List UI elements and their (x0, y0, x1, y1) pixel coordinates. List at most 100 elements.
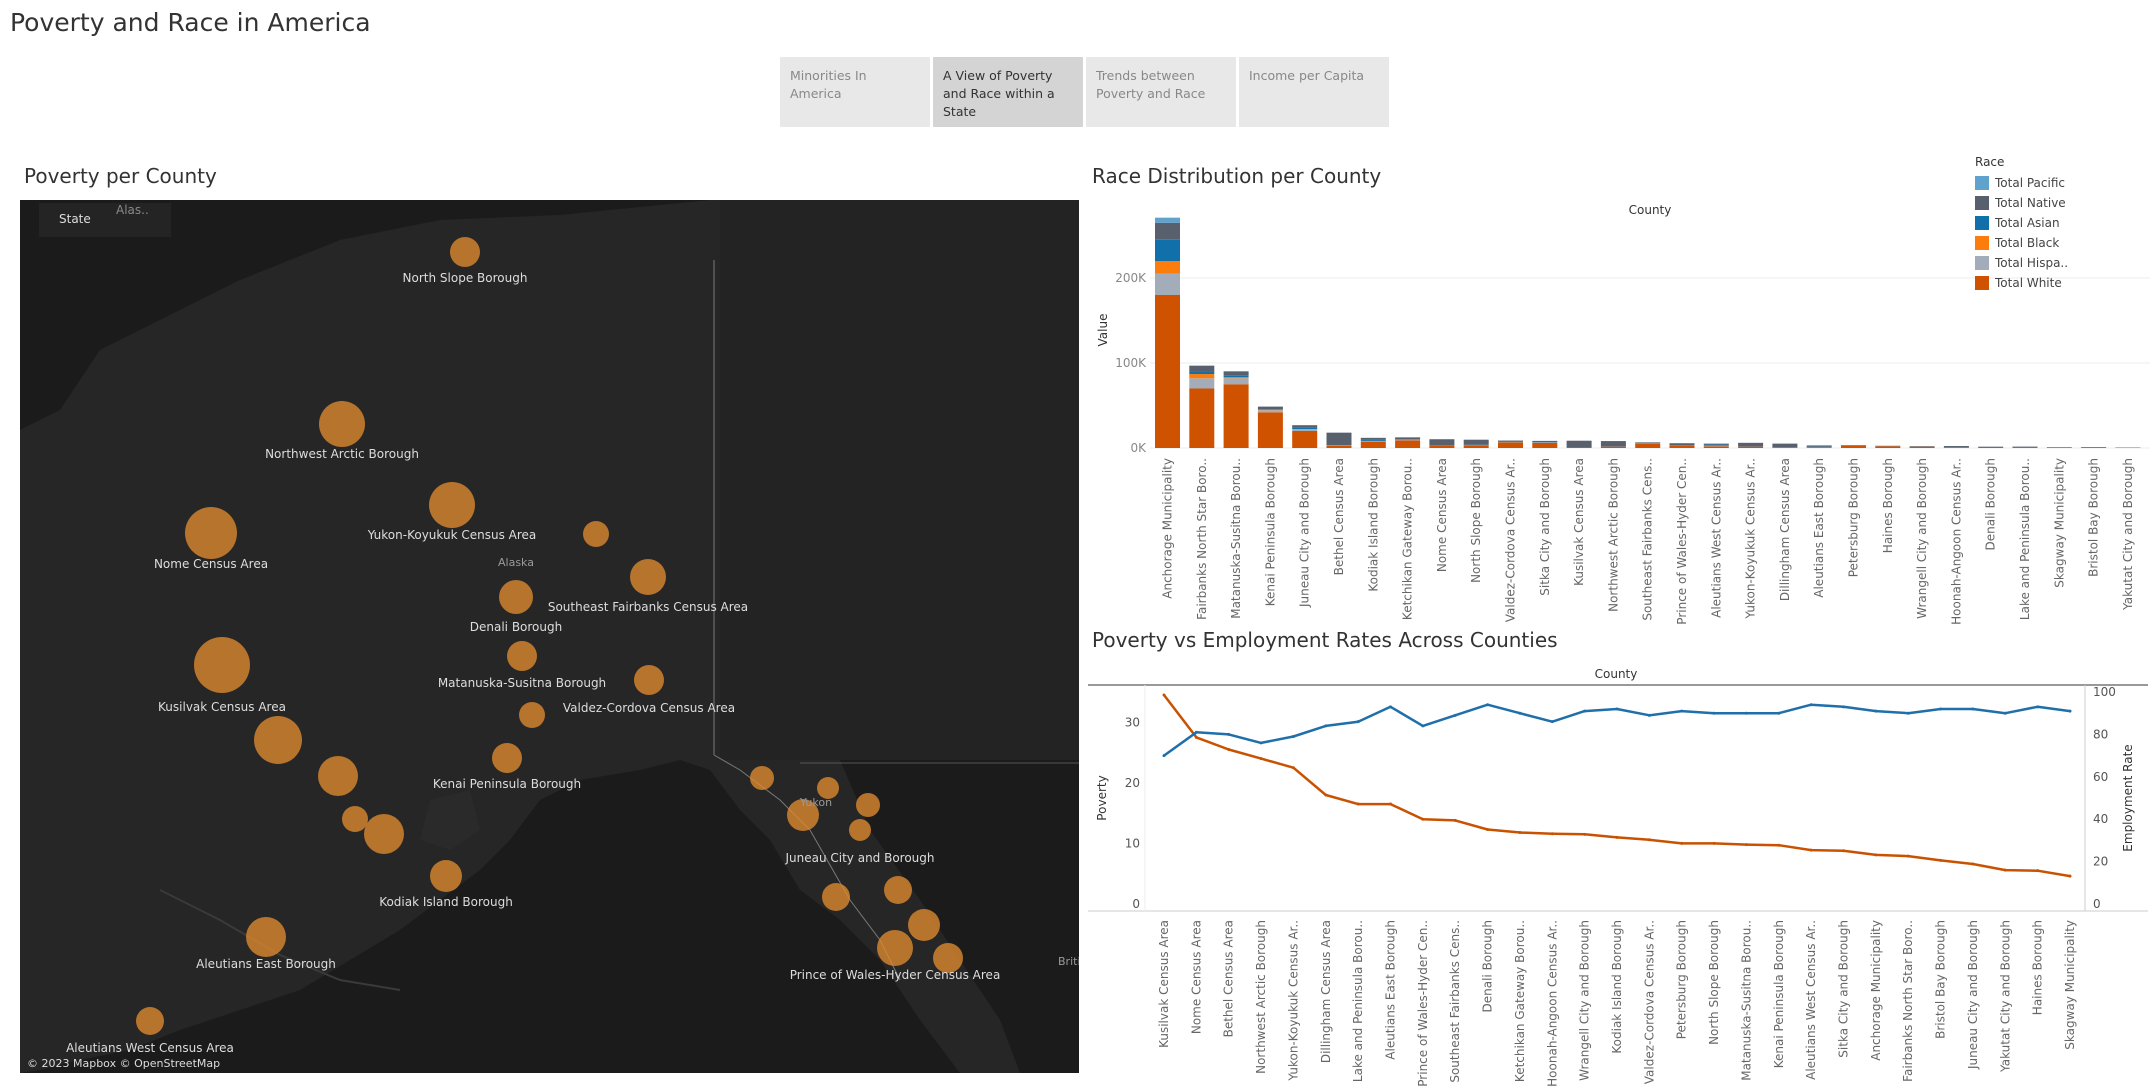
map-canvas[interactable]: North Slope Borough Northwest Arctic Boro… (20, 200, 1079, 1073)
y-right-tick-label: 20 (2093, 855, 2108, 869)
x-tick-label: Bethel Census Area (1222, 920, 1236, 1037)
x-tick-label: Valdez-Cordova Census Ar.. (1642, 920, 1656, 1084)
state-filter-legend[interactable]: State Alas.. (39, 203, 171, 237)
bar-segment (1326, 432, 1352, 446)
x-tick-label: Bristol Bay Borough (1934, 920, 1948, 1039)
county-bubble-extra-6[interactable] (750, 766, 774, 790)
x-tick-label: Petersburg Borough (1847, 458, 1861, 577)
poverty-map[interactable]: North Slope Borough Northwest Arctic Boro… (20, 200, 1079, 1073)
x-tick-label: Ketchikan Gateway Borou.. (1401, 458, 1415, 620)
county-bubble-extra-4[interactable] (364, 814, 404, 854)
county-bubble[interactable] (634, 665, 664, 695)
series-point (1291, 766, 1295, 770)
x-tick-label: Haines Borough (2031, 920, 2045, 1015)
bar-segment (1806, 445, 1832, 447)
county-bubble[interactable] (630, 559, 666, 595)
county-bubble[interactable] (492, 743, 522, 773)
legend-item[interactable]: Total Asian (1975, 213, 2068, 233)
series-point (1712, 841, 1716, 845)
x-tick-label: Sitka City and Borough (1538, 458, 1552, 596)
bar-segment (1943, 446, 1969, 448)
x-tick-label: Kenai Peninsula Borough (1263, 458, 1277, 606)
county-bubble[interactable] (429, 482, 475, 528)
county-bubble[interactable] (194, 637, 250, 693)
bar-segment (1600, 441, 1626, 447)
region-labels: Alaska Yukon British Columb.. (498, 556, 1079, 968)
county-bubble-extra-7[interactable] (817, 777, 839, 799)
county-bubble-extra-3[interactable] (342, 806, 368, 832)
legend-item[interactable]: Total Black (1975, 233, 2068, 253)
race-legend-title: Race (1975, 155, 2005, 169)
bar-segment (1943, 447, 1969, 448)
series-point (1971, 707, 1975, 711)
series-point (1194, 735, 1198, 739)
bar-segment (2046, 447, 2072, 448)
county-bubble[interactable] (507, 641, 537, 671)
county-label: Aleutians East Borough (196, 957, 336, 971)
bar-segment (1189, 388, 1215, 448)
county-bubble[interactable] (499, 580, 533, 614)
series-point (1842, 849, 1845, 853)
tab-poverty-race-state[interactable]: A View of Poverty and Race within a Stat… (933, 57, 1083, 127)
y-right-tick-label: 0 (2093, 897, 2101, 911)
county-bubble-extra-0[interactable] (583, 521, 609, 547)
county-bubble[interactable] (450, 237, 480, 267)
bar-segment (1635, 443, 1661, 448)
county-bubble[interactable] (246, 917, 286, 957)
bar-segment (1257, 410, 1283, 413)
county-bubble-extra-2[interactable] (318, 756, 358, 796)
legend-item[interactable]: Total White (1975, 273, 2068, 293)
county-bubble[interactable] (136, 1007, 164, 1035)
series-point (1939, 707, 1943, 711)
y-left-tick-label: 0 (1132, 897, 1140, 911)
county-bubble[interactable] (430, 860, 462, 892)
series-point (1809, 703, 1813, 707)
series-point (1389, 705, 1392, 709)
county-bubble-extra-11[interactable] (908, 909, 940, 941)
x-tick-label: Northwest Arctic Borough (1606, 458, 1620, 612)
bar-segment (1155, 261, 1180, 274)
bar-segment (1395, 437, 1421, 440)
county-bubble-extra-12[interactable] (884, 876, 912, 904)
bar-segment (1223, 377, 1249, 379)
y-left-tick-label: 30 (1125, 715, 1140, 729)
county-bubble-extra-1[interactable] (254, 716, 302, 764)
x-tick-label: North Slope Borough (1707, 920, 1721, 1045)
county-bubble-extra-9[interactable] (856, 793, 880, 817)
county-bubble[interactable] (877, 930, 913, 966)
x-tick-label: Ketchikan Gateway Borou.. (1513, 920, 1527, 1082)
bar-segment (1669, 445, 1695, 448)
legend-item[interactable]: Total Hispa.. (1975, 253, 2068, 273)
county-label: Matanuska-Susitna Borough (438, 676, 606, 690)
app-title: Poverty and Race in America (10, 8, 371, 37)
county-bubble-extra-10[interactable] (822, 883, 850, 911)
county-bubble[interactable] (185, 507, 237, 559)
county-bubble[interactable] (849, 819, 871, 841)
legend-item[interactable]: Total Native (1975, 193, 2068, 213)
tab-trends[interactable]: Trends between Poverty and Race (1086, 57, 1236, 127)
x-tick-label: Anchorage Municipality (1869, 920, 1883, 1061)
series-point (1939, 858, 1943, 862)
county-label: Aleutians West Census Area (66, 1041, 234, 1055)
x-tick-label: Denali Borough (1984, 458, 1998, 550)
county-bubble[interactable] (319, 401, 365, 447)
county-label: Nome Census Area (154, 557, 268, 571)
bar-segment (1738, 446, 1764, 448)
series-point (2068, 874, 2072, 878)
y-right-tick-label: 40 (2093, 812, 2108, 826)
county-bubble-extra-13[interactable] (933, 943, 963, 973)
tab-income[interactable]: Income per Capita (1239, 57, 1389, 127)
legend-swatch (1975, 196, 1989, 210)
legend-item[interactable]: Total Pacific (1975, 173, 2068, 193)
x-tick-label: Wrangell City and Borough (1915, 458, 1929, 619)
county-bubble-extra-5[interactable] (519, 702, 545, 728)
x-tick-label: Kenai Peninsula Borough (1772, 920, 1786, 1068)
county-bubble-extra-8[interactable] (787, 799, 819, 831)
bar-segment (1189, 378, 1215, 389)
island-west (30, 590, 90, 620)
tab-minorities[interactable]: Minorities In America (780, 57, 930, 127)
bar-segment (1806, 447, 1832, 448)
series-point (1550, 720, 1554, 724)
x-tick-label: Juneau City and Borough (1966, 920, 1980, 1070)
series-point (1680, 709, 1684, 713)
